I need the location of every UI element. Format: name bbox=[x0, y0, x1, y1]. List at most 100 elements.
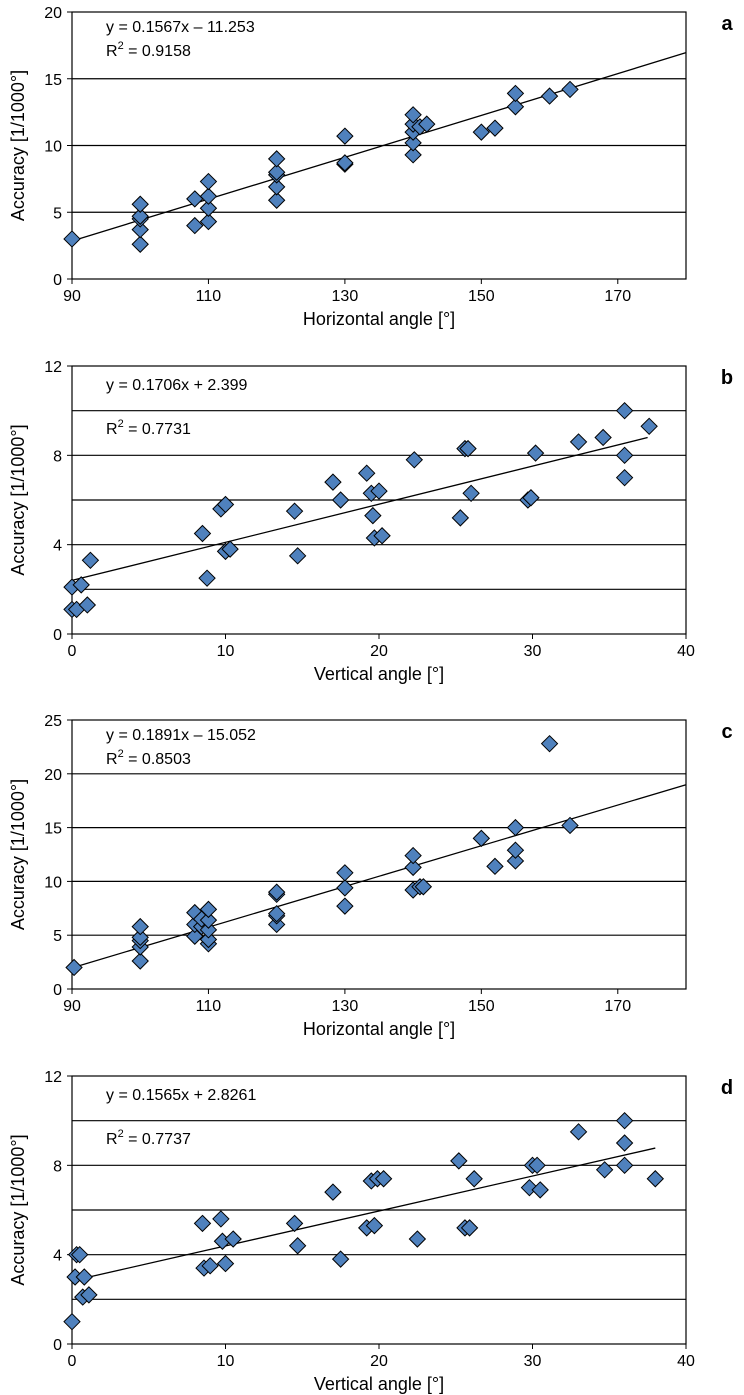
data-point bbox=[288, 547, 307, 565]
data-point bbox=[450, 1152, 468, 1170]
y-tick-label: 4 bbox=[53, 538, 62, 555]
r-squared-prefix: R bbox=[106, 43, 118, 60]
panel-label: b bbox=[721, 367, 733, 389]
data-point bbox=[506, 84, 525, 103]
r-squared-prefix: R bbox=[106, 421, 118, 438]
r-squared-label: R2 = 0.8503 bbox=[106, 748, 191, 768]
data-point bbox=[526, 444, 545, 462]
data-point bbox=[615, 401, 634, 420]
y-axis-title: Accuracy [1/1000°] bbox=[8, 424, 28, 575]
y-tick-label: 0 bbox=[53, 272, 62, 289]
r-squared-value: = 0.9158 bbox=[124, 43, 191, 60]
data-point bbox=[131, 207, 149, 225]
data-point bbox=[472, 123, 491, 141]
data-point bbox=[199, 212, 218, 231]
y-tick-label: 20 bbox=[44, 767, 62, 784]
y-axis-title: Accuracy [1/1000°] bbox=[8, 1134, 28, 1285]
y-tick-label: 0 bbox=[53, 1337, 62, 1354]
data-point bbox=[404, 846, 422, 865]
data-point bbox=[561, 80, 579, 99]
x-tick-label: 20 bbox=[370, 643, 388, 660]
data-point bbox=[201, 1257, 219, 1275]
r-squared-value: = 0.8503 bbox=[124, 751, 191, 768]
data-point bbox=[199, 900, 218, 919]
data-point bbox=[285, 1214, 304, 1233]
x-tick-label: 0 bbox=[68, 1353, 77, 1370]
data-point bbox=[506, 852, 525, 870]
y-tick-label: 25 bbox=[44, 713, 62, 730]
y-tick-label: 15 bbox=[44, 821, 62, 838]
trendline bbox=[71, 436, 648, 582]
data-point bbox=[472, 829, 491, 848]
data-point bbox=[370, 482, 388, 500]
data-point bbox=[75, 1268, 93, 1286]
plot-area bbox=[72, 720, 686, 989]
data-point bbox=[540, 734, 559, 753]
data-point bbox=[595, 1161, 614, 1179]
data-point bbox=[216, 495, 235, 514]
equation-label: y = 0.1891x – 15.052 bbox=[106, 727, 256, 744]
data-point bbox=[374, 1170, 393, 1188]
data-point bbox=[199, 921, 218, 939]
data-point bbox=[569, 433, 588, 451]
data-point bbox=[336, 879, 354, 897]
trendline bbox=[71, 1147, 656, 1282]
y-tick-label: 4 bbox=[53, 1248, 62, 1265]
data-point bbox=[221, 540, 239, 558]
data-point bbox=[506, 841, 525, 859]
x-axis-title: Horizontal angle [°] bbox=[303, 309, 455, 329]
y-tick-label: 20 bbox=[44, 5, 62, 22]
data-point bbox=[267, 191, 286, 209]
data-point bbox=[404, 106, 422, 124]
r-squared-label: R2 = 0.7737 bbox=[106, 1128, 191, 1148]
x-tick-label: 30 bbox=[524, 643, 542, 660]
data-point bbox=[199, 930, 218, 949]
x-tick-label: 20 bbox=[370, 1353, 388, 1370]
r-squared-exponent: 2 bbox=[118, 748, 124, 760]
equation-label: y = 0.1565x + 2.8261 bbox=[106, 1087, 256, 1104]
data-point bbox=[80, 1286, 98, 1304]
data-point bbox=[324, 473, 342, 491]
data-point bbox=[131, 928, 149, 947]
data-point bbox=[288, 1237, 307, 1255]
panel-label: a bbox=[721, 13, 733, 35]
y-tick-label: 0 bbox=[53, 627, 62, 644]
data-point bbox=[540, 87, 559, 105]
data-point bbox=[336, 127, 354, 145]
data-point bbox=[336, 154, 354, 172]
data-point bbox=[267, 178, 286, 196]
data-point bbox=[531, 1181, 549, 1199]
data-point bbox=[404, 134, 422, 152]
data-point bbox=[336, 897, 354, 915]
data-point bbox=[459, 439, 477, 458]
y-tick-label: 8 bbox=[53, 448, 62, 465]
data-point bbox=[408, 1230, 427, 1248]
data-point bbox=[528, 1156, 546, 1175]
data-point bbox=[131, 220, 149, 239]
y-tick-label: 15 bbox=[44, 72, 62, 89]
y-tick-label: 0 bbox=[53, 982, 62, 999]
y-tick-label: 10 bbox=[44, 874, 62, 891]
data-point bbox=[646, 1170, 665, 1188]
chart-panel-b: 0 4 8 12 0 10 20 30 40 Vertical angle [°] Accuracy… bbox=[8, 359, 733, 684]
x-axis-title: Vertical angle [°] bbox=[314, 664, 444, 684]
x-tick-label: 130 bbox=[332, 998, 359, 1015]
r-squared-value: = 0.7737 bbox=[124, 1131, 191, 1148]
r-squared-exponent: 2 bbox=[118, 418, 124, 430]
data-point bbox=[63, 1312, 81, 1331]
equation-label: y = 0.1706x + 2.399 bbox=[106, 377, 248, 394]
data-point bbox=[465, 1170, 483, 1188]
data-point bbox=[72, 576, 90, 594]
data-point bbox=[365, 1216, 384, 1235]
x-tick-label: 130 bbox=[332, 288, 359, 305]
data-point bbox=[63, 230, 81, 248]
equation-label: y = 0.1567x – 11.253 bbox=[106, 19, 255, 36]
data-point bbox=[186, 216, 204, 235]
chart-panel-c: 0 5 10 15 20 25 90 110 130 150 170 Horizontal angle… bbox=[8, 713, 733, 1039]
data-point bbox=[522, 489, 540, 507]
data-point bbox=[640, 417, 658, 436]
plot-frame bbox=[71, 719, 687, 990]
data-point bbox=[615, 1156, 634, 1175]
data-point bbox=[78, 596, 97, 614]
